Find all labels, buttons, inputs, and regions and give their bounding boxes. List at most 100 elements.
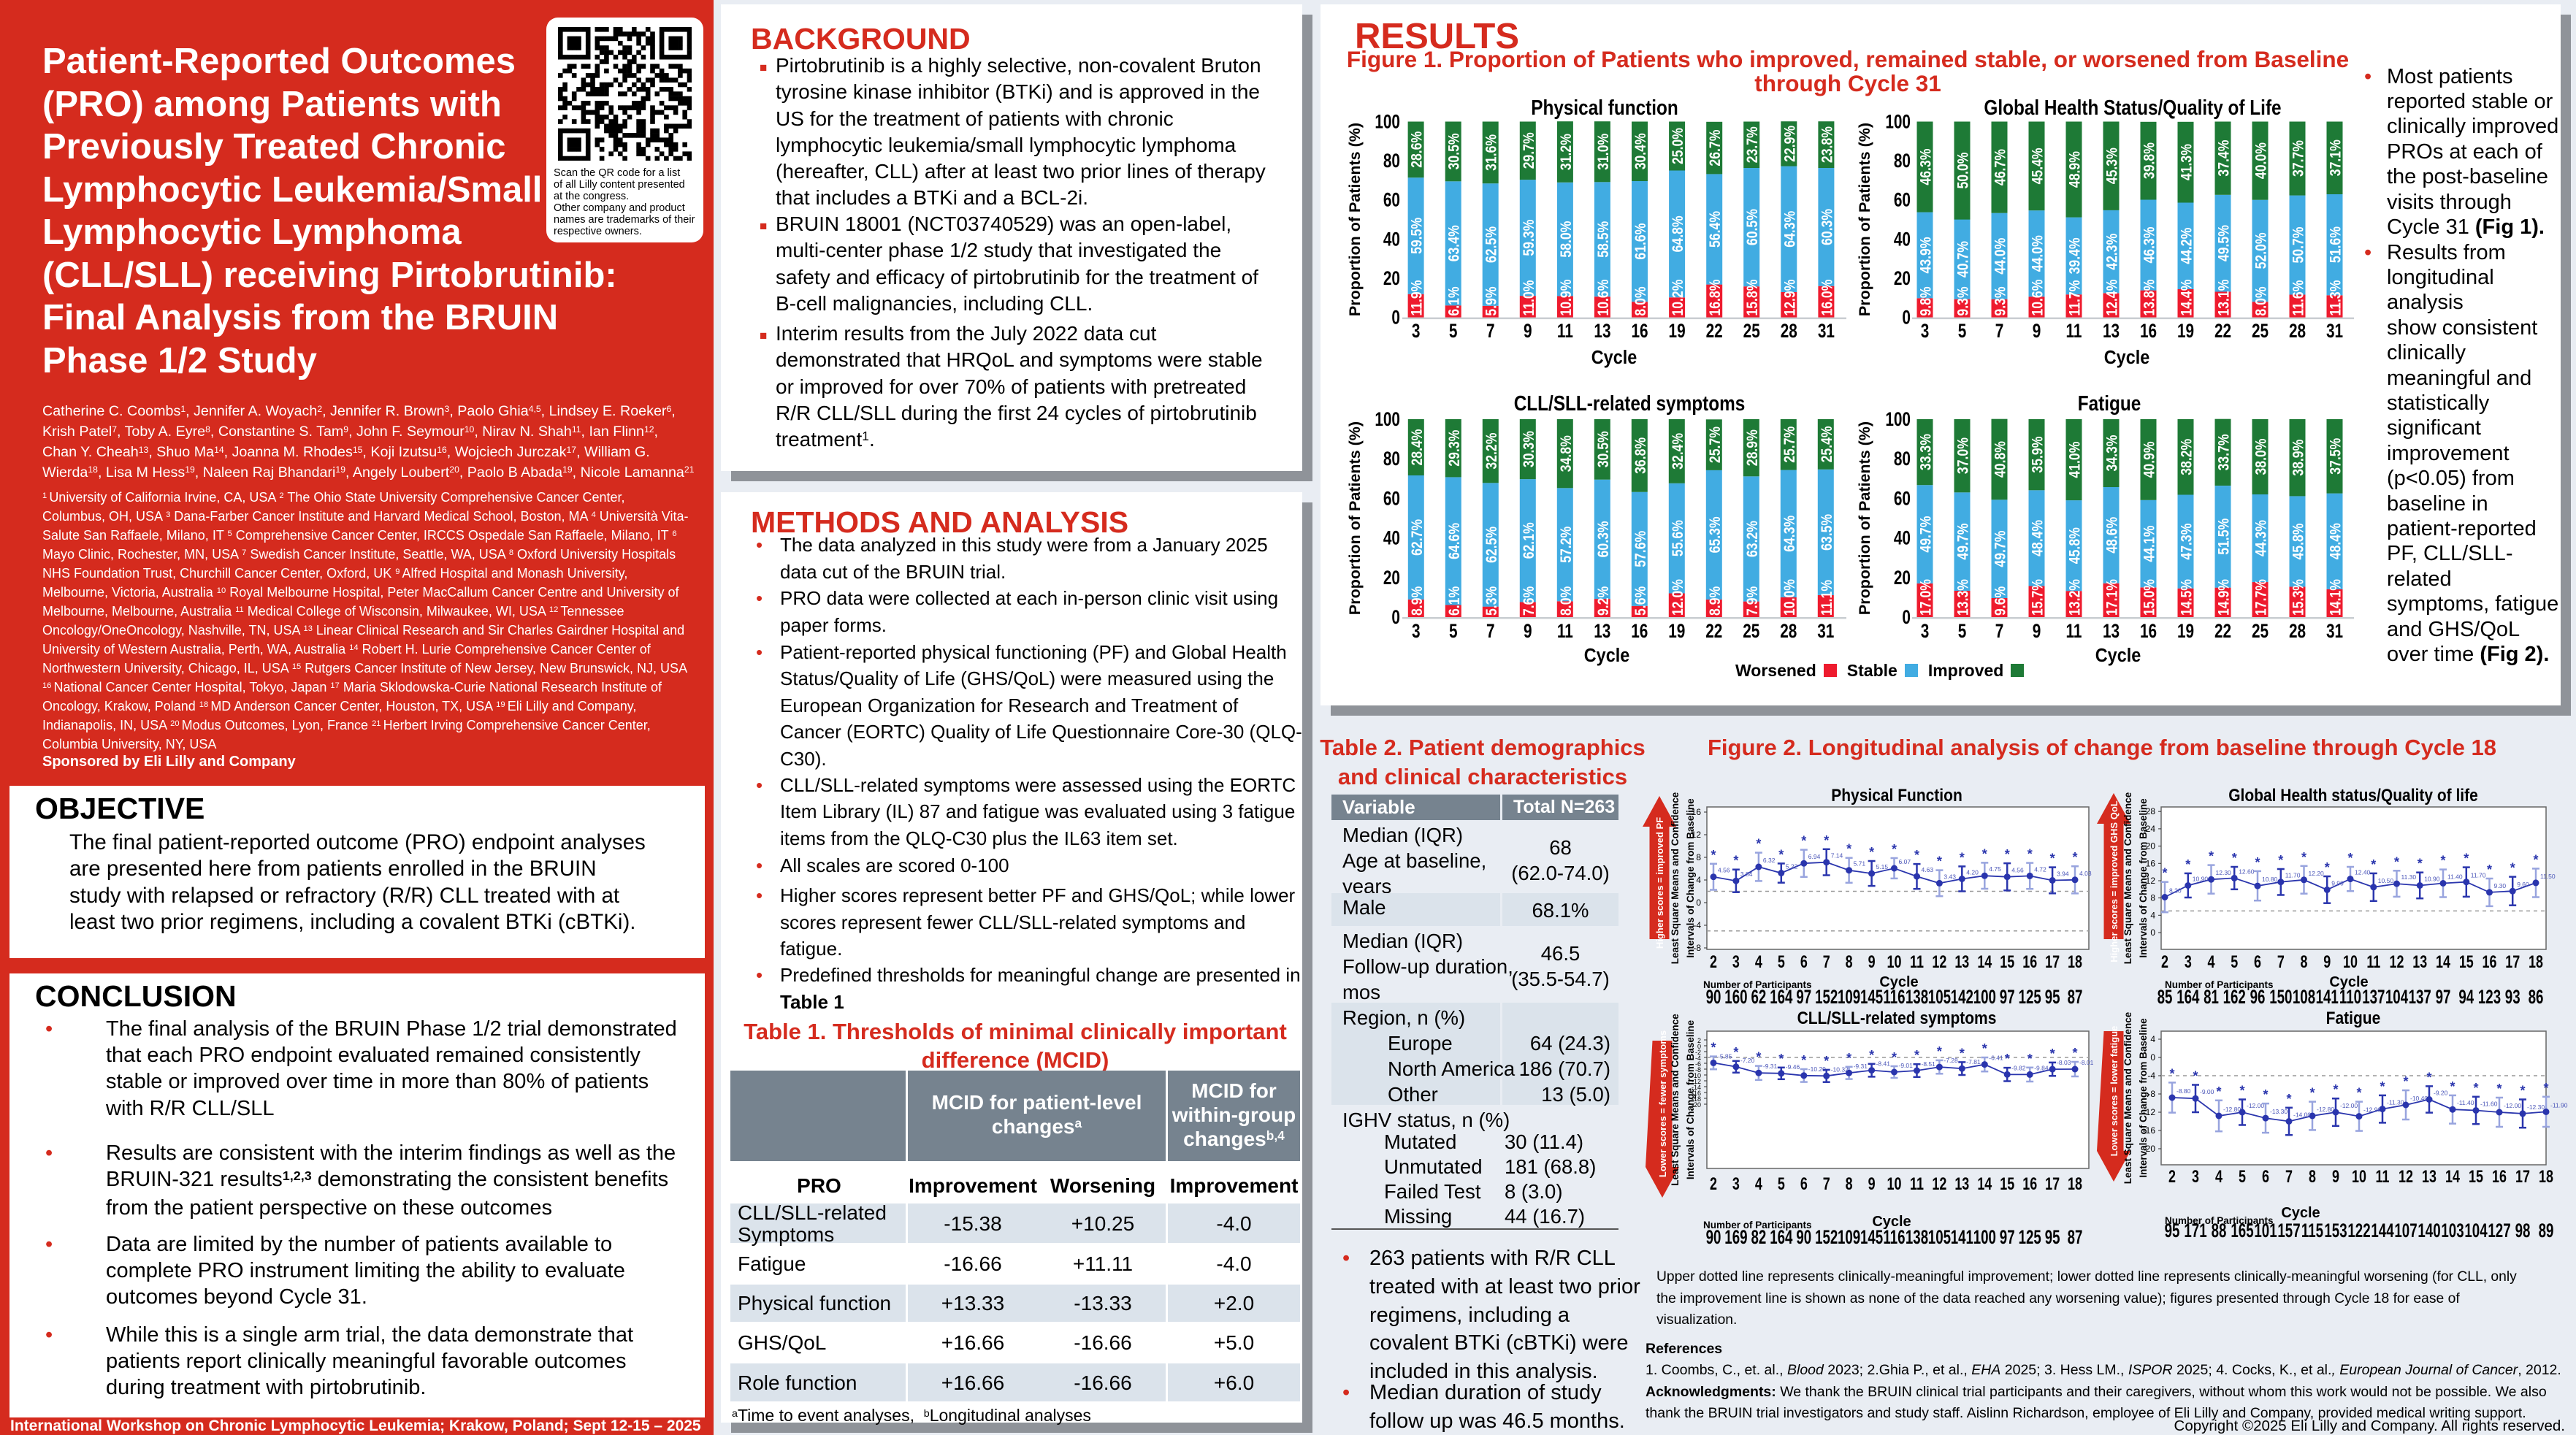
svg-text:7.14: 7.14 <box>1831 852 1843 860</box>
svg-text:38.2%: 38.2% <box>2178 439 2195 475</box>
svg-text:-12.80: -12.80 <box>2317 1106 2334 1113</box>
svg-text:31.6%: 31.6% <box>1483 134 1500 171</box>
svg-text:8.0%: 8.0% <box>1557 586 1575 616</box>
svg-text:81: 81 <box>2204 986 2219 1008</box>
svg-text:8: 8 <box>2301 952 2308 971</box>
svg-text:31.2%: 31.2% <box>1557 134 1575 170</box>
svg-text:60.5%: 60.5% <box>1744 209 1762 245</box>
svg-text:4.56: 4.56 <box>2011 867 2024 874</box>
svg-text:-20: -20 <box>1692 1101 1701 1109</box>
svg-text:16: 16 <box>2492 1166 2507 1186</box>
svg-text:Proportion of Patients (%): Proportion of Patients (%) <box>1856 421 1873 615</box>
svg-text:Global Health Status/Quality o: Global Health Status/Quality of Life <box>1984 96 2281 119</box>
svg-text:107: 107 <box>2394 1220 2417 1241</box>
svg-text:9.60: 9.60 <box>2517 881 2529 888</box>
svg-text:Least Square Means and Confide: Least Square Means and Confidence <box>1670 1014 1681 1186</box>
svg-text:11.70: 11.70 <box>2285 872 2301 879</box>
svg-text:157: 157 <box>2277 1220 2300 1241</box>
svg-text:12: 12 <box>2399 1166 2413 1186</box>
svg-text:65.3%: 65.3% <box>1706 516 1724 553</box>
svg-text:17.0%: 17.0% <box>1917 579 1935 616</box>
svg-text:*: * <box>2440 854 2445 868</box>
svg-text:13: 13 <box>1594 320 1610 342</box>
svg-text:17: 17 <box>2045 952 2060 971</box>
svg-text:5.71: 5.71 <box>1854 860 1866 868</box>
svg-text:60: 60 <box>1383 189 1400 211</box>
svg-text:36.8%: 36.8% <box>1632 437 1649 474</box>
svg-text:Cycle: Cycle <box>1879 974 1918 990</box>
svg-text:38.9%: 38.9% <box>2290 440 2307 476</box>
svg-text:58.0%: 58.0% <box>1557 221 1575 258</box>
svg-text:45.3%: 45.3% <box>2103 148 2121 184</box>
svg-text:16: 16 <box>2146 858 2156 868</box>
svg-text:90: 90 <box>1706 986 1721 1008</box>
svg-text:-8: -8 <box>1693 943 1701 953</box>
svg-text:57.6%: 57.6% <box>1632 531 1649 567</box>
svg-text:57.2%: 57.2% <box>1557 527 1575 563</box>
svg-text:59.5%: 59.5% <box>1408 218 1426 254</box>
svg-text:-12: -12 <box>1692 1078 1701 1085</box>
svg-text:6: 6 <box>1800 952 1808 971</box>
svg-text:*: * <box>1982 846 1987 861</box>
svg-text:8: 8 <box>1696 852 1701 862</box>
svg-text:Intervals of Change from Basel: Intervals of Change from Baseline <box>1685 1019 1696 1179</box>
svg-text:Proportion of Patients (%): Proportion of Patients (%) <box>1346 123 1364 316</box>
svg-text:11: 11 <box>1557 320 1573 342</box>
svg-text:31: 31 <box>2326 320 2343 342</box>
svg-text:*: * <box>1869 845 1874 860</box>
svg-text:*: * <box>2418 857 2423 871</box>
svg-text:5: 5 <box>1449 320 1458 342</box>
svg-text:5: 5 <box>1958 620 1967 642</box>
svg-text:12.30: 12.30 <box>2216 869 2232 876</box>
svg-text:*: * <box>1778 1052 1784 1066</box>
svg-text:-14.00: -14.00 <box>2293 1111 2311 1119</box>
svg-text:8.9%: 8.9% <box>1706 586 1724 616</box>
svg-text:*: * <box>1733 854 1738 868</box>
svg-text:31: 31 <box>2326 620 2343 642</box>
svg-text:-4: -4 <box>1695 1055 1701 1062</box>
svg-text:*: * <box>1892 842 1897 857</box>
svg-text:37.7%: 37.7% <box>2290 140 2307 177</box>
svg-text:*: * <box>1846 842 1851 857</box>
svg-text:11: 11 <box>2376 1166 2390 1186</box>
svg-text:*: * <box>2325 860 2330 875</box>
svg-text:*: * <box>2464 852 2469 866</box>
svg-text:*: * <box>1733 1045 1738 1060</box>
svg-text:13.1%: 13.1% <box>2215 280 2233 316</box>
svg-text:60: 60 <box>1894 189 1911 211</box>
svg-text:20: 20 <box>1894 267 1911 289</box>
svg-text:9: 9 <box>1524 320 1532 342</box>
svg-text:Physical function: Physical function <box>1531 96 1678 119</box>
svg-text:*: * <box>1824 833 1829 848</box>
svg-text:5.6%: 5.6% <box>1632 586 1649 616</box>
svg-text:97: 97 <box>2000 986 2015 1008</box>
svg-text:104: 104 <box>2385 986 2408 1008</box>
svg-text:*: * <box>1756 837 1761 852</box>
svg-text:-9.82: -9.82 <box>2011 1064 2026 1071</box>
svg-text:-9.31: -9.31 <box>1854 1063 1868 1070</box>
svg-text:-7.81: -7.81 <box>1966 1058 1981 1065</box>
svg-text:64.6%: 64.6% <box>1445 523 1463 559</box>
svg-text:4.63: 4.63 <box>1922 866 1934 873</box>
svg-text:15.7%: 15.7% <box>2029 579 2046 616</box>
svg-text:31: 31 <box>1818 320 1835 342</box>
svg-text:12.0%: 12.0% <box>1669 579 1686 616</box>
svg-text:62.5%: 62.5% <box>1483 527 1500 563</box>
svg-text:6: 6 <box>2254 952 2261 971</box>
svg-text:17.1%: 17.1% <box>2103 579 2121 616</box>
svg-text:103: 103 <box>2441 1220 2464 1241</box>
svg-text:64.8%: 64.8% <box>1669 215 1686 252</box>
svg-text:Number of Participants: Number of Participants <box>1703 979 1812 990</box>
svg-text:28.4%: 28.4% <box>1408 429 1426 466</box>
svg-text:55.6%: 55.6% <box>1669 520 1686 556</box>
svg-text:39.8%: 39.8% <box>2141 142 2158 179</box>
svg-text:23.7%: 23.7% <box>1744 126 1762 163</box>
svg-text:4.03: 4.03 <box>2079 870 2092 877</box>
svg-text:9: 9 <box>2033 320 2041 342</box>
svg-text:48.4%: 48.4% <box>2029 520 2046 556</box>
svg-text:Global Health status/Quality o: Global Health status/Quality of life <box>2228 786 2478 805</box>
svg-text:48.9%: 48.9% <box>2066 151 2084 188</box>
svg-text:50.7%: 50.7% <box>2290 227 2307 264</box>
svg-text:11.0%: 11.0% <box>1520 280 1537 316</box>
svg-text:30.4%: 30.4% <box>1632 133 1649 169</box>
